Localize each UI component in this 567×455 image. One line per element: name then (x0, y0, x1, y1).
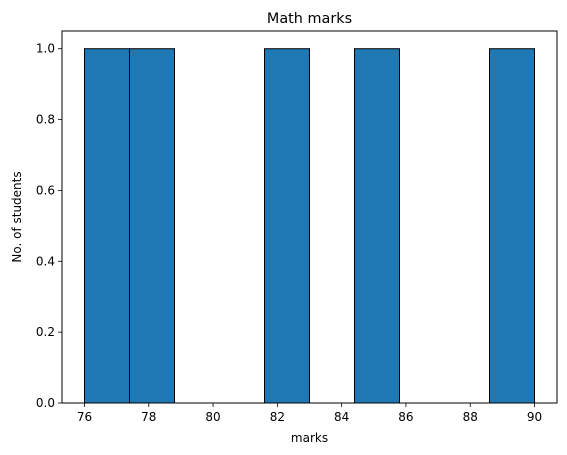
y-tick-label: 0.6 (36, 183, 55, 197)
axes-frame (61, 30, 558, 404)
x-tick-label: 78 (141, 410, 156, 424)
x-tick-label: 76 (77, 410, 92, 424)
chart-title: Math marks (267, 11, 352, 27)
x-tick-label: 88 (463, 410, 478, 424)
histogram-bar (129, 48, 175, 404)
x-axis-ticks: 76 78 80 82 84 86 88 90 (77, 403, 542, 424)
histogram-bar (84, 48, 130, 404)
y-tick-label: 0.4 (36, 254, 55, 268)
y-tick-label: 0.2 (36, 325, 55, 339)
y-axis-ticks: 0.0 0.2 0.4 0.6 0.8 1.0 (36, 42, 62, 410)
x-axis-label: marks (291, 431, 328, 445)
bars-group (84, 48, 535, 404)
x-tick-label: 82 (270, 410, 285, 424)
x-tick-label: 80 (205, 410, 220, 424)
histogram-bar (264, 48, 310, 404)
y-tick-label: 1.0 (36, 42, 55, 56)
x-tick-label: 84 (334, 410, 349, 424)
x-tick-label: 90 (527, 410, 542, 424)
x-tick-label: 86 (398, 410, 413, 424)
y-axis-label: No. of students (10, 171, 24, 262)
histogram-bar (489, 48, 535, 404)
histogram-bar (354, 48, 400, 404)
y-tick-label: 0.0 (36, 396, 55, 410)
y-tick-label: 0.8 (36, 113, 55, 127)
